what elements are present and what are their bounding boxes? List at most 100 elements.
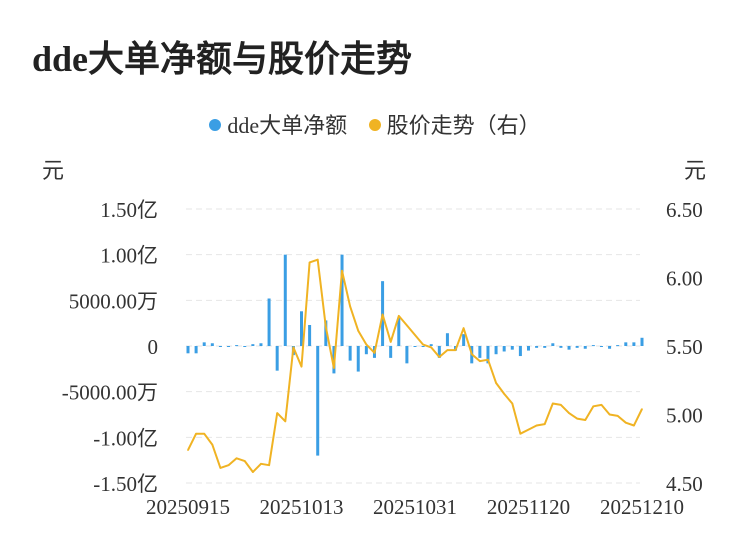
x-tick-label: 20251120 <box>487 495 570 519</box>
bar <box>340 254 344 346</box>
line-point <box>341 269 343 272</box>
bar <box>283 254 287 346</box>
line-point <box>576 417 578 420</box>
right-axis: 6.50 6.00 5.50 5.00 4.50 <box>666 198 703 496</box>
bar <box>186 346 190 354</box>
right-axis-unit: 元 <box>684 158 706 183</box>
right-tick-label: 4.50 <box>666 472 703 496</box>
line-point <box>430 346 433 349</box>
line-point <box>292 346 295 349</box>
line-point <box>203 432 206 435</box>
line-point <box>446 349 449 351</box>
legend-label-line: 股价走势（右） <box>386 113 541 138</box>
bar <box>210 343 214 346</box>
line-point <box>316 258 319 261</box>
legend-dot-line <box>368 119 381 131</box>
line-point <box>308 261 311 264</box>
bar <box>243 346 247 347</box>
bar <box>494 346 498 355</box>
legend-item-bar[interactable]: dde大单净额 <box>209 108 347 140</box>
line-point <box>527 428 530 431</box>
line-point <box>414 334 416 336</box>
bar <box>551 343 555 346</box>
bar <box>437 346 441 358</box>
left-tick-label: 0 <box>148 335 159 359</box>
line-point <box>543 423 546 425</box>
line-point <box>227 464 230 466</box>
left-axis-unit: 元 <box>42 158 64 183</box>
chart-title: dde大单净额与股价走势 <box>32 39 413 79</box>
line-point <box>519 432 522 435</box>
bar <box>608 346 612 349</box>
bar <box>348 346 352 361</box>
line-point <box>600 404 603 406</box>
x-tick-label: 20251210 <box>600 495 684 519</box>
line-point <box>235 457 238 460</box>
bar <box>445 333 449 346</box>
line-point <box>268 464 270 466</box>
line-point <box>284 420 287 423</box>
bar <box>324 320 328 346</box>
bar <box>300 311 303 346</box>
left-tick-label: 1.50亿 <box>100 198 158 222</box>
line-point <box>211 443 214 446</box>
bar <box>591 345 595 347</box>
line-point <box>608 413 611 416</box>
bar <box>202 342 206 346</box>
left-tick-label: 1.00亿 <box>100 244 158 268</box>
left-tick-label: -1.00亿 <box>93 426 158 450</box>
line-point <box>624 421 627 424</box>
bar <box>616 345 620 347</box>
line-point <box>454 349 457 351</box>
bar <box>218 346 222 347</box>
bar <box>486 346 490 364</box>
left-tick-label: -1.50亿 <box>93 472 158 496</box>
legend-item-line[interactable]: 股价走势（右） <box>368 108 541 140</box>
line-point <box>373 352 376 354</box>
line-point <box>422 343 424 346</box>
line-point <box>406 324 408 327</box>
bar <box>364 346 368 355</box>
line-point <box>438 356 441 358</box>
line-point <box>503 393 505 395</box>
x-axis: 20250915 20251013 20251031 20251120 20251210 <box>146 495 684 519</box>
left-tick-label: 5000.00万 <box>69 289 158 313</box>
line-point <box>260 463 262 465</box>
line-point <box>381 313 384 316</box>
line-point <box>535 424 538 427</box>
bar <box>421 346 425 347</box>
bar <box>267 298 271 346</box>
line-point <box>276 412 278 414</box>
left-tick-label: -5000.00万 <box>62 381 158 405</box>
bar <box>575 346 579 348</box>
bar <box>259 343 263 346</box>
line-point <box>252 471 254 473</box>
legend-label-bar: dde大单净额 <box>227 113 348 138</box>
x-tick-label: 20251031 <box>373 495 457 519</box>
bar <box>502 346 506 352</box>
bar <box>510 346 514 350</box>
line-point <box>357 330 360 332</box>
bar <box>462 334 466 346</box>
line-point <box>552 402 554 405</box>
bar <box>632 342 636 346</box>
price-line <box>187 258 643 473</box>
bar <box>275 346 279 371</box>
line-point <box>511 402 514 405</box>
line-point <box>397 315 400 317</box>
line-point <box>641 408 643 410</box>
bar-series <box>186 254 644 456</box>
bar <box>535 346 539 348</box>
line-point <box>592 405 595 408</box>
x-tick-label: 20251013 <box>260 495 344 519</box>
bar <box>356 346 360 372</box>
bar <box>429 344 433 346</box>
bar <box>413 346 417 347</box>
bar <box>543 346 547 348</box>
line-point <box>365 343 368 346</box>
right-tick-label: 6.00 <box>666 267 703 291</box>
line-point <box>219 467 222 469</box>
line-point <box>195 432 197 435</box>
line-point <box>479 360 481 362</box>
